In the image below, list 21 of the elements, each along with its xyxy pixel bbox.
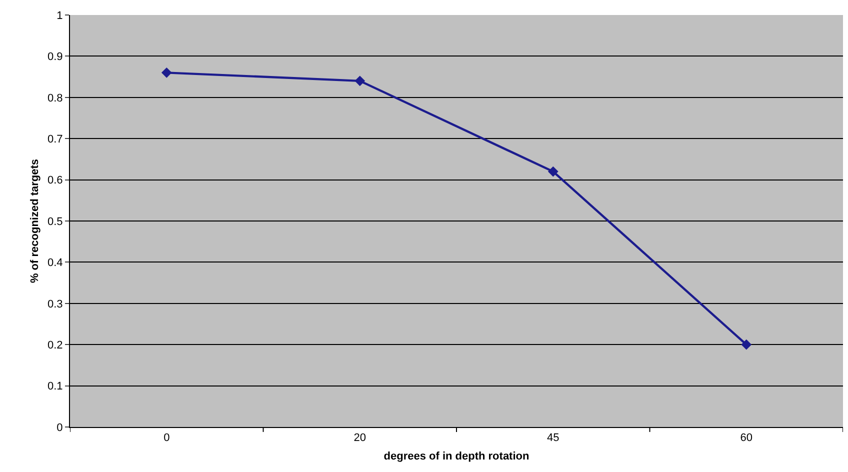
y-axis-title: % of recognized targets: [29, 158, 42, 284]
y-tick-label: 0.1: [48, 380, 63, 393]
y-tick-label: 0.9: [48, 51, 63, 64]
y-tick-label: 0.4: [48, 257, 63, 270]
x-axis-title: degrees of in depth rotation: [384, 450, 530, 462]
point: [161, 67, 172, 78]
y-tick-label: 1: [56, 10, 63, 22]
y-tick-label: 0.8: [48, 92, 63, 104]
x-tick-label: 45: [547, 432, 560, 444]
x-tick-label: 60: [740, 432, 753, 444]
x-tick-label: 0: [164, 432, 170, 444]
y-tick-label: 0.3: [48, 298, 63, 310]
y-tick-label: 0.5: [48, 216, 63, 228]
x-tick-label: 20: [354, 432, 366, 444]
y-tick-label: 0.7: [48, 133, 63, 146]
point: [548, 166, 558, 177]
point: [354, 76, 366, 86]
y-tick-label: 0.6: [48, 174, 63, 187]
y-tick-label: 0.2: [48, 339, 63, 352]
point: [741, 339, 752, 350]
y-tick-label: 0: [56, 422, 63, 434]
